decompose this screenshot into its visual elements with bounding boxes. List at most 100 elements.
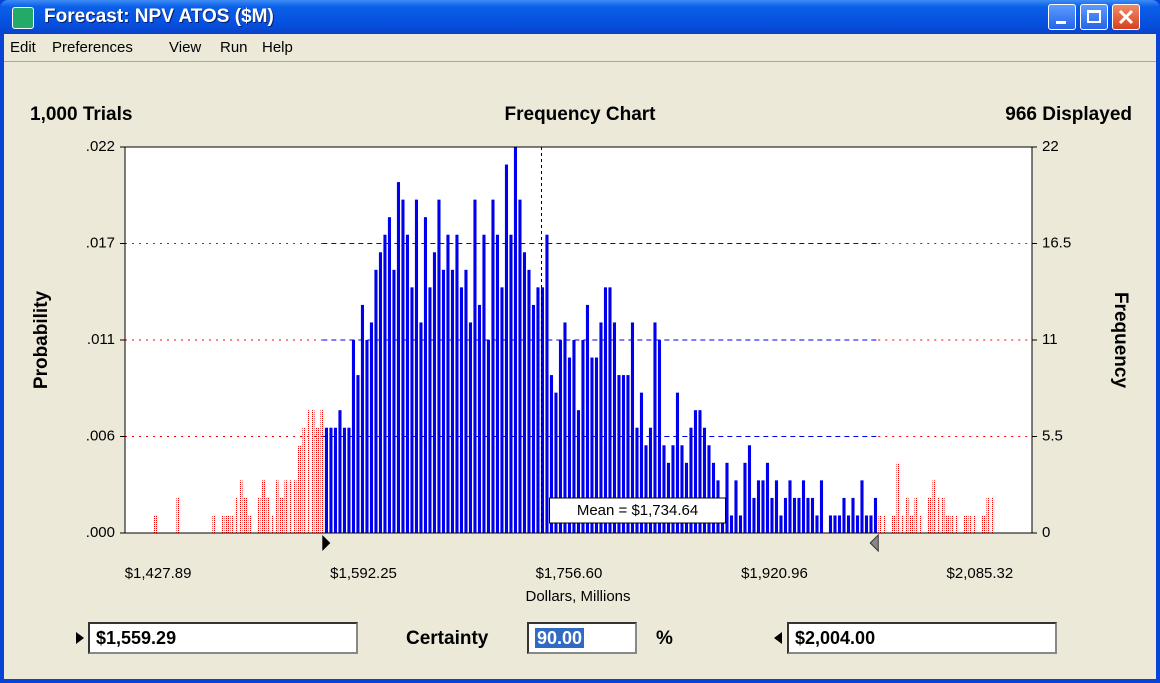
minimize-button[interactable]: [1048, 4, 1076, 30]
histogram-bar: [918, 515, 923, 533]
histogram-bar: [536, 287, 540, 533]
y2-tick-label: 11: [1042, 331, 1058, 348]
histogram-bar: [266, 497, 270, 533]
histogram-bar: [491, 199, 495, 534]
histogram-bar: [329, 427, 333, 533]
menu-item[interactable]: Edit: [10, 39, 36, 56]
histogram-bar: [603, 287, 608, 533]
histogram-bar: [599, 322, 603, 533]
histogram-bar: [572, 340, 576, 533]
histogram-bar: [801, 480, 806, 533]
mean-label-box: [549, 497, 727, 524]
histogram-bar: [239, 480, 243, 533]
histogram-bar: [338, 410, 342, 533]
histogram-bar: [509, 234, 513, 533]
certainty-value: 90.00: [535, 628, 585, 648]
histogram-bar: [950, 515, 954, 533]
histogram-bar: [419, 322, 423, 533]
histogram-bar: [734, 480, 738, 533]
close-button[interactable]: [1112, 4, 1140, 30]
histogram-bar: [428, 287, 432, 533]
histogram-bar: [315, 427, 320, 533]
histogram-bar: [846, 515, 851, 533]
histogram-bar: [279, 497, 284, 533]
histogram-bar: [500, 287, 504, 533]
histogram-bar: [621, 375, 626, 533]
histogram-bar: [369, 322, 374, 533]
lower-bound-input[interactable]: $1,559.29: [88, 622, 358, 654]
histogram-bar: [936, 497, 941, 533]
histogram-bar: [963, 515, 968, 533]
histogram-bar: [527, 269, 531, 533]
histogram-bar: [932, 480, 936, 533]
histogram-bar: [675, 392, 680, 533]
histogram-bar: [437, 199, 441, 534]
histogram-bar: [333, 427, 338, 533]
histogram-bar: [450, 269, 455, 533]
histogram-bar: [837, 515, 842, 533]
histogram-bar: [585, 304, 590, 533]
histogram-bar: [612, 322, 617, 533]
chart: 1,000 Trials Frequency Chart 966 Display…: [30, 104, 1132, 605]
histogram-bar: [360, 304, 365, 533]
certainty-input[interactable]: 90.00: [527, 622, 637, 654]
histogram-bar: [630, 322, 635, 533]
app-icon: [12, 7, 34, 29]
histogram-bar: [540, 287, 545, 533]
mean-label: Mean = $1,734.64: [577, 502, 698, 519]
histogram-bar: [554, 392, 558, 533]
upper-bound-input[interactable]: $2,004.00: [787, 622, 1057, 654]
trials-count: 1,000 Trials: [30, 104, 132, 125]
histogram-bar: [644, 445, 648, 533]
histogram-bar: [635, 427, 639, 533]
histogram-bar: [720, 515, 725, 533]
histogram-bar: [702, 427, 707, 533]
menu-item[interactable]: Preferences: [52, 39, 133, 56]
y2-tick-label: 5.5: [1042, 427, 1063, 444]
histogram-bar: [914, 497, 918, 533]
histogram-bar: [855, 515, 860, 533]
menu-item[interactable]: Run: [220, 39, 248, 56]
upper-arrow: [774, 632, 782, 644]
histogram-bar: [464, 269, 468, 533]
histogram-bar: [878, 515, 882, 533]
histogram-bar: [990, 497, 995, 533]
histogram-bar: [828, 515, 833, 533]
histogram-bar: [477, 304, 482, 533]
menu-item[interactable]: View: [169, 39, 202, 56]
histogram-bar: [738, 515, 743, 533]
histogram-bar: [405, 234, 410, 533]
histogram-bar: [594, 357, 599, 533]
histogram-bar: [545, 234, 549, 533]
histogram-bar: [455, 234, 459, 533]
histogram-bar: [819, 480, 824, 533]
histogram-bar: [275, 480, 279, 533]
histogram-bar: [221, 515, 225, 533]
histogram-bar: [972, 515, 977, 533]
y2-tick-label: 22: [1042, 138, 1059, 155]
histogram-bar: [954, 515, 959, 533]
lower-arrow: [76, 632, 84, 644]
histogram-bar: [743, 462, 747, 533]
histogram-bar: [468, 322, 473, 533]
x-tick-label: $2,085.32: [947, 565, 1014, 582]
histogram-bar: [320, 410, 324, 533]
histogram-bar: [293, 480, 297, 533]
upper-grabber: [869, 533, 879, 553]
histogram-bar: [288, 480, 293, 533]
histogram-bar: [504, 164, 509, 533]
histogram-bar: [590, 357, 594, 533]
chart-title: Frequency Chart: [505, 104, 657, 125]
histogram-bar: [567, 357, 572, 533]
histogram-bar: [671, 445, 675, 533]
histogram-bar: [531, 304, 536, 533]
menu-item[interactable]: Help: [262, 39, 293, 56]
histogram-bar: [297, 445, 302, 533]
histogram-bar: [680, 445, 684, 533]
y-tick-label: .000: [86, 524, 115, 541]
maximize-button[interactable]: [1080, 4, 1108, 30]
histogram-bar: [414, 199, 419, 534]
histogram-bar: [383, 234, 387, 533]
histogram-bar: [981, 515, 986, 533]
histogram-bar: [558, 340, 563, 533]
